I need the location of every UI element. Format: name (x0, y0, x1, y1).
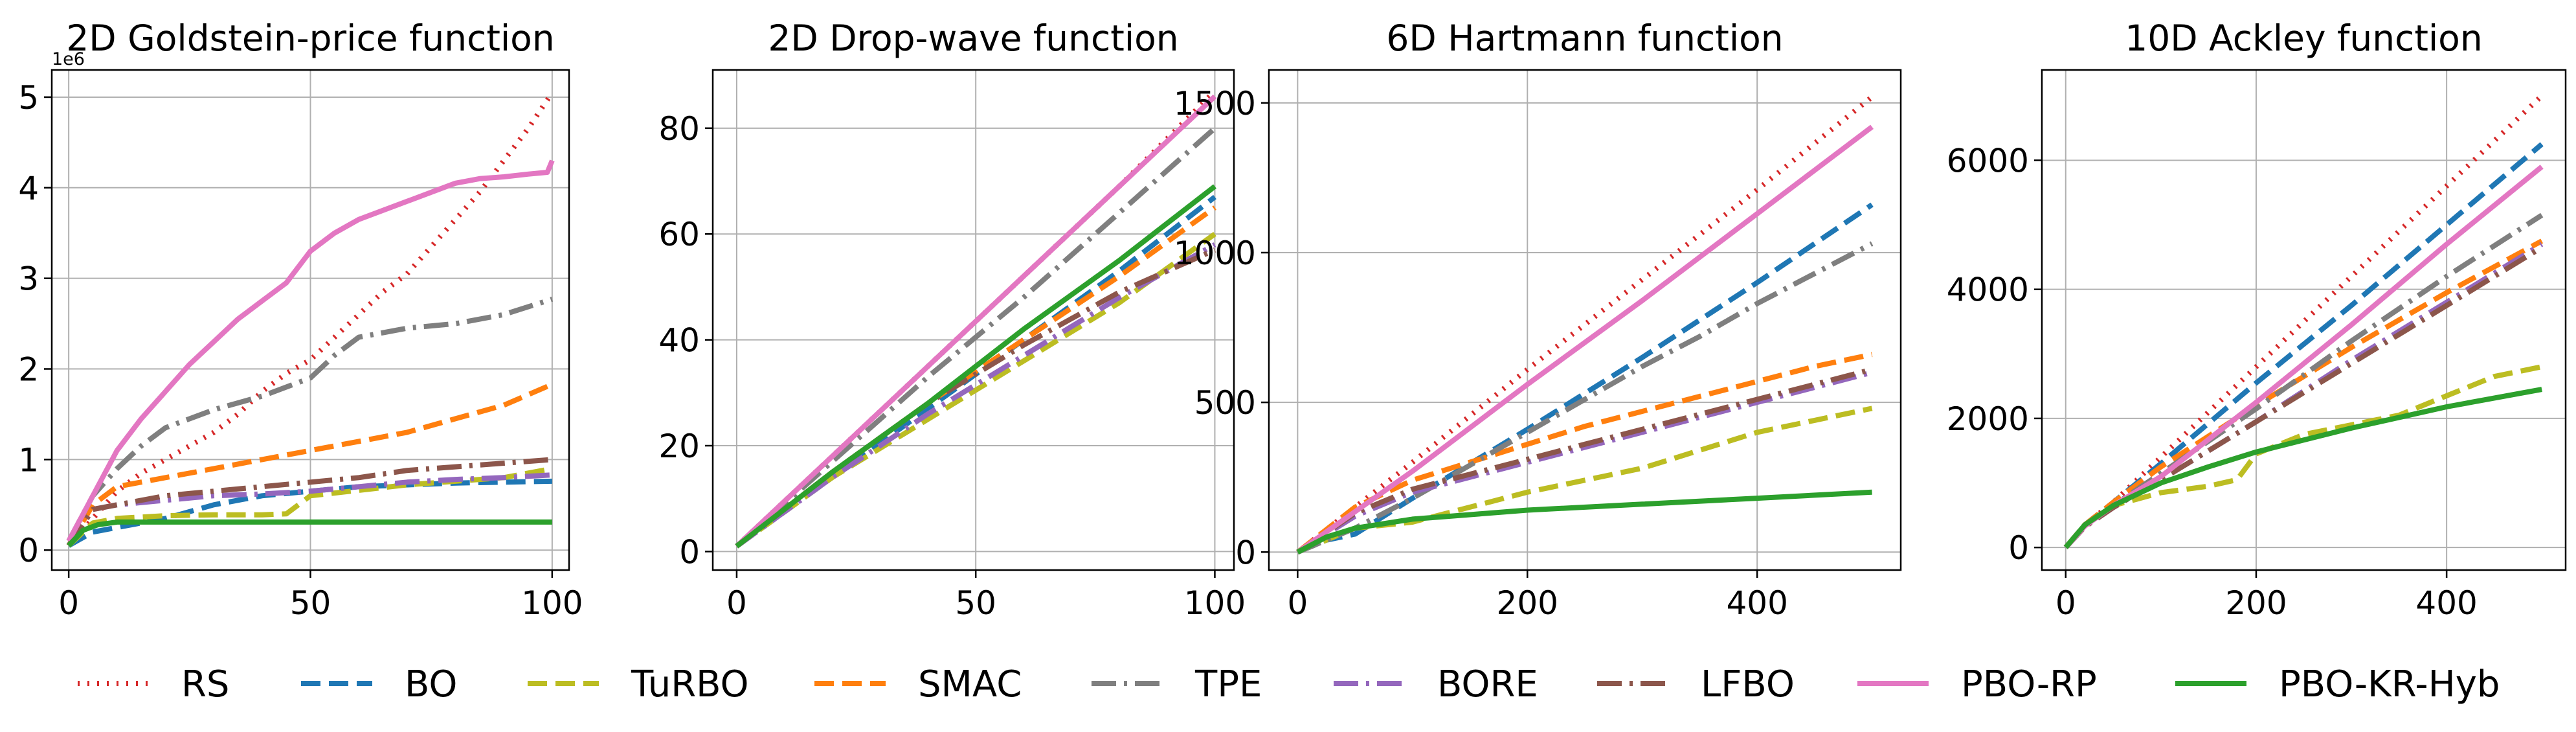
legend-label: PBO-KR-Hyb (2279, 663, 2500, 705)
y-tick-label: 4000 (1947, 271, 2029, 309)
y-tick-label: 80 (658, 110, 700, 148)
chart-2: 0 50 100 0 20 40 60 80 2D Drop-wave function (658, 17, 1246, 622)
y-tick-label: 500 (1194, 384, 1256, 422)
legend-item-turbo: TuRBO (528, 663, 749, 705)
y-tick-label: 1500 (1174, 85, 1256, 122)
legend-label: PBO-RP (1961, 663, 2097, 705)
y-tick-label: 60 (658, 216, 700, 253)
series-lines (1295, 95, 1874, 555)
series-line-tpe (66, 296, 554, 543)
legend: RS BO TuRBO SMAC TPE BORE LFBO PBO-RP PBO-KR-Hyb (78, 663, 2500, 705)
legend-label: BORE (1437, 663, 1538, 705)
chart-title: 2D Goldstein-price function (66, 17, 554, 59)
legend-label: BO (405, 663, 458, 705)
x-tick-label: 100 (1184, 584, 1246, 622)
y-tick-label: 0 (679, 533, 700, 571)
y-tick-label: 2000 (1947, 400, 2029, 438)
x-tick-label: 400 (1726, 584, 1787, 622)
x-tick-label: 50 (290, 584, 331, 622)
chart-title: 2D Drop-wave function (768, 17, 1178, 59)
axes-frame (711, 69, 1235, 571)
legend-item-smac: SMAC (814, 663, 1022, 705)
y-offset-label: 1e6 (52, 49, 85, 69)
series-line-smac (1295, 352, 1873, 555)
x-tick-label: 200 (2225, 584, 2287, 622)
x-tick-label: 0 (58, 584, 79, 622)
series-lines (2063, 93, 2544, 549)
legend-item-tpe: TPE (1092, 663, 1262, 705)
x-tick-label: 0 (726, 584, 747, 622)
series-line-tpe (1296, 241, 1874, 555)
series-line-pbo-kr-hyb (1296, 489, 1872, 555)
series-lines (66, 91, 555, 548)
series-line-tpe (735, 126, 1217, 549)
series-line-pbo-rp (735, 94, 1217, 549)
axes-frame (2041, 69, 2567, 571)
legend-item-pbo-kr-hyb: PBO-KR-Hyb (2175, 663, 2500, 705)
series-line-pbo-rp (66, 159, 555, 543)
legend-item-pbo-rp: PBO-RP (1857, 663, 2097, 705)
chart-title: 10D Ackley function (2125, 17, 2482, 59)
legend-item-lfbo: LFBO (1597, 663, 1795, 705)
series-line-lfbo (1296, 367, 1873, 555)
y-tick-label: 0 (2008, 529, 2029, 567)
y-tick-label: 40 (658, 322, 700, 360)
y-tick-label: 6000 (1947, 142, 2029, 179)
y-tick-label: 2 (18, 351, 39, 389)
series-line-pbo-kr-hyb (67, 519, 552, 547)
x-tick-label: 100 (521, 584, 583, 622)
x-tick-label: 200 (1497, 584, 1558, 622)
x-tick-label: 0 (1287, 584, 1308, 622)
y-tick-label: 4 (18, 170, 39, 207)
series-line-pbo-kr-hyb (2063, 387, 2542, 549)
x-tick-label: 400 (2415, 584, 2477, 622)
chart-title: 6D Hartmann function (1386, 17, 1783, 59)
y-tick-label: 1000 (1174, 234, 1256, 272)
series-lines (735, 89, 1217, 549)
y-tick-label: 5 (18, 79, 39, 117)
y-tick-label: 0 (1235, 534, 1256, 571)
series-line-lfbo (66, 457, 553, 547)
series-line-pbo-kr-hyb (735, 184, 1216, 549)
legend-item-rs: RS (78, 663, 229, 705)
y-tick-label: 20 (658, 428, 700, 465)
y-tick-label: 1 (18, 441, 39, 479)
legend-label: TPE (1194, 663, 1262, 705)
y-tick-label: 0 (18, 532, 39, 569)
legend-item-bore: BORE (1334, 663, 1538, 705)
legend-label: RS (181, 663, 229, 705)
axes-frame (1268, 69, 1902, 571)
legend-item-bo: BO (301, 663, 458, 705)
legend-label: LFBO (1701, 663, 1795, 705)
chart-3: 0 200 400 0 500 1000 1500 6D Hartmann function (1174, 17, 1902, 622)
y-tick-label: 3 (18, 260, 39, 298)
series-line-smac (66, 382, 554, 547)
series-line-bore (1296, 370, 1873, 555)
legend-label: TuRBO (631, 663, 749, 705)
legend-label: SMAC (918, 663, 1022, 705)
series-line-pbo-rp (1296, 124, 1874, 555)
x-tick-label: 50 (955, 584, 996, 622)
x-tick-label: 0 (2055, 584, 2076, 622)
series-line-bore (735, 242, 1216, 549)
